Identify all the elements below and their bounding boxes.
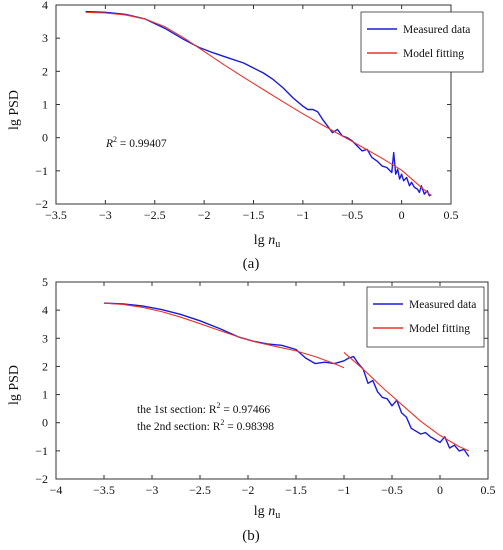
- y-axis-label-b: lg PSD: [7, 365, 22, 405]
- svg-text:lg nu: lg nu: [254, 233, 280, 250]
- x-tick-label: −2: [198, 208, 211, 222]
- r2-annotation-a: R2 = 0.99407: [105, 135, 167, 150]
- model-fitting-line-b-1: [103, 302, 345, 369]
- legend-b: Measured data Model fitting: [366, 286, 485, 348]
- panel-a: −3.5 −3 −2.5 −2 −1.5 −1 −0.5 0 0.5 −2 −1 0 1 2 3 4 Measu…: [7, 0, 484, 272]
- x-axis-label-base-b: lg: [254, 504, 268, 519]
- y-tick-label: 2: [42, 64, 48, 78]
- x-tick-label: −2.5: [144, 208, 166, 222]
- x-tick-label: −1.5: [243, 208, 265, 222]
- x-tick-label: −3: [99, 208, 112, 222]
- x-tick-label: −0.5: [381, 483, 403, 497]
- x-tick-label: −1: [296, 208, 309, 222]
- y-axis-label-a: lg PSD: [7, 90, 22, 130]
- y-tick-label: −2: [35, 197, 48, 211]
- x-axis-label-sub-b: u: [275, 510, 280, 521]
- y-tick-label: −1: [35, 164, 48, 178]
- legend-entry: Measured data: [409, 299, 476, 311]
- x-axis-label-var-b: n: [268, 504, 275, 519]
- y-tick-label: 3: [42, 31, 48, 45]
- x-tick-label: 0: [437, 483, 443, 497]
- x-tick-label: 0: [399, 208, 405, 222]
- plot-frame-b: [55, 281, 489, 480]
- y-tick-label: 1: [42, 388, 48, 402]
- y-tick-label: 3: [42, 331, 48, 345]
- y-tick-label: 1: [42, 98, 48, 112]
- r2-annotation-b-2: the 2nd section: R2 = 0.98398: [137, 418, 274, 433]
- panel-b: −4 −3.5 −3 −2.5 −2 −1.5 −1 −0.5 0 0.5 −2 −1 0 1 2 3 4 5 Me…: [7, 275, 496, 544]
- panel-label-a: (a): [243, 256, 260, 272]
- x-tick-label: 0.5: [481, 483, 496, 497]
- x-tick-label: 0.5: [444, 208, 459, 222]
- axis-label-x-a: lg nu: [254, 233, 280, 250]
- axis-label-x-b: lg nu: [254, 504, 280, 521]
- legend-box: [360, 11, 484, 73]
- x-tick-label: −3.5: [45, 208, 67, 222]
- x-axis-label-var-a: n: [268, 233, 275, 248]
- y-tick-label: 0: [42, 416, 48, 430]
- y-tick-label: 4: [42, 303, 48, 317]
- x-tick-label: −2.5: [189, 483, 211, 497]
- x-tick-label: −3.5: [93, 483, 115, 497]
- model-fitting-line-b-2: [343, 351, 470, 452]
- r2-annotation-b-1: the 1st section: R2 = 0.97466: [137, 401, 270, 416]
- plot-area-b: −4 −3.5 −3 −2.5 −2 −1.5 −1 −0.5 0 0.5 −2 −1 0 1 2 3 4 5 Me…: [35, 275, 495, 497]
- svg-text:lg nu: lg nu: [254, 504, 280, 521]
- y-tick-label: 2: [42, 359, 48, 373]
- plot-area-a: −3.5 −3 −2.5 −2 −1.5 −1 −0.5 0 0.5 −2 −1 0 1 2 3 4 Measu…: [35, 0, 484, 222]
- y-tick-label: 5: [42, 275, 48, 289]
- x-tick-label: −2: [242, 483, 255, 497]
- y-tick-label: 4: [42, 0, 48, 12]
- legend-entry: Model fitting: [409, 323, 470, 335]
- x-axis-label-base-a: lg: [254, 233, 268, 248]
- legend-a: Measured data Model fitting: [360, 11, 484, 73]
- legend-entry: Model fitting: [403, 48, 464, 60]
- y-tick-label: 0: [42, 131, 48, 145]
- x-axis-label-sub-a: u: [275, 239, 280, 250]
- x-tick-label: −4: [50, 483, 63, 497]
- panel-label-b: (b): [242, 528, 260, 544]
- legend-box: [366, 286, 485, 348]
- y-tick-label: −2: [35, 472, 48, 486]
- model-fitting-line-a: [85, 11, 432, 197]
- x-tick-label: −1.5: [285, 483, 307, 497]
- x-tick-label: −1: [338, 483, 351, 497]
- x-tick-label: −0.5: [341, 208, 363, 222]
- x-tick-label: −3: [146, 483, 159, 497]
- legend-entry: Measured data: [403, 24, 470, 36]
- y-tick-label: −1: [35, 444, 48, 458]
